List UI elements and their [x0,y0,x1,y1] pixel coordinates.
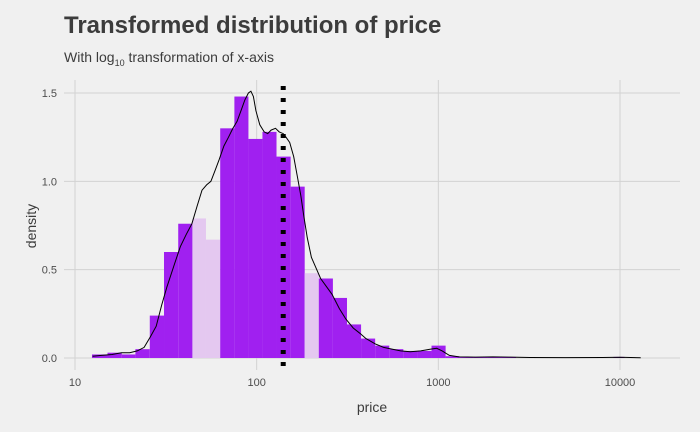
histogram-bar-5 [164,252,179,358]
histogram-bar-27 [473,357,488,358]
histogram-bar-4 [149,315,165,358]
histogram-bar-7 [192,218,206,358]
histogram-bar-29 [501,357,517,358]
density-curve [92,90,641,359]
histogram-bar-22 [403,350,418,358]
x-tick-label-1: 100 [247,377,265,389]
histogram-bar-2 [121,354,136,358]
y-tick-label-3: 1.5 [42,88,57,100]
density-curve-layer [92,90,641,359]
histogram-bar-6 [178,223,193,358]
histogram-bar-18 [346,324,362,358]
histogram-bar-25 [445,356,460,358]
x-tick-label-0: 10 [69,377,81,389]
y-tick-label-1: 0.5 [42,265,57,277]
subtitle-prefix: With log [64,49,115,65]
histogram-bar-26 [459,357,474,358]
histogram-bar-21 [389,349,404,358]
histogram-bar-23 [417,350,432,358]
y-tick-label-2: 1.0 [42,176,57,188]
histogram-bar-12 [262,131,277,358]
bars-layer [91,96,625,359]
histogram-bar-8 [205,239,221,358]
histogram-bar-16 [318,278,333,358]
x-axis-title: price [357,399,388,415]
y-tick-label-0: 0.0 [42,353,57,365]
histogram-bar-14 [290,186,305,358]
subtitle-subscript: 10 [114,57,125,68]
histogram-bar-0 [91,354,108,358]
tick-labels-layer: 0.0 0.5 1.0 1.5 10 100 1000 10000 [42,88,636,389]
histogram-bar-17 [332,297,347,358]
chart-subtitle: With log10 transformation of x-axis [64,49,274,68]
x-tick-label-3: 10000 [605,377,636,389]
histogram-bar-1 [107,352,122,358]
histogram-bar-3 [135,349,150,358]
histogram-bar-11 [248,138,263,358]
subtitle-suffix: transformation of x-axis [124,49,274,65]
x-tick-label-2: 1000 [426,377,450,389]
chart-title: Transformed distribution of price [64,12,442,39]
histogram-bar-9 [220,128,235,358]
histogram-bar-10 [234,96,249,359]
y-axis-title: density [23,204,39,248]
histogram-bar-19 [361,338,376,358]
histogram-bar-15 [304,273,319,358]
histogram-bar-20 [375,345,390,358]
